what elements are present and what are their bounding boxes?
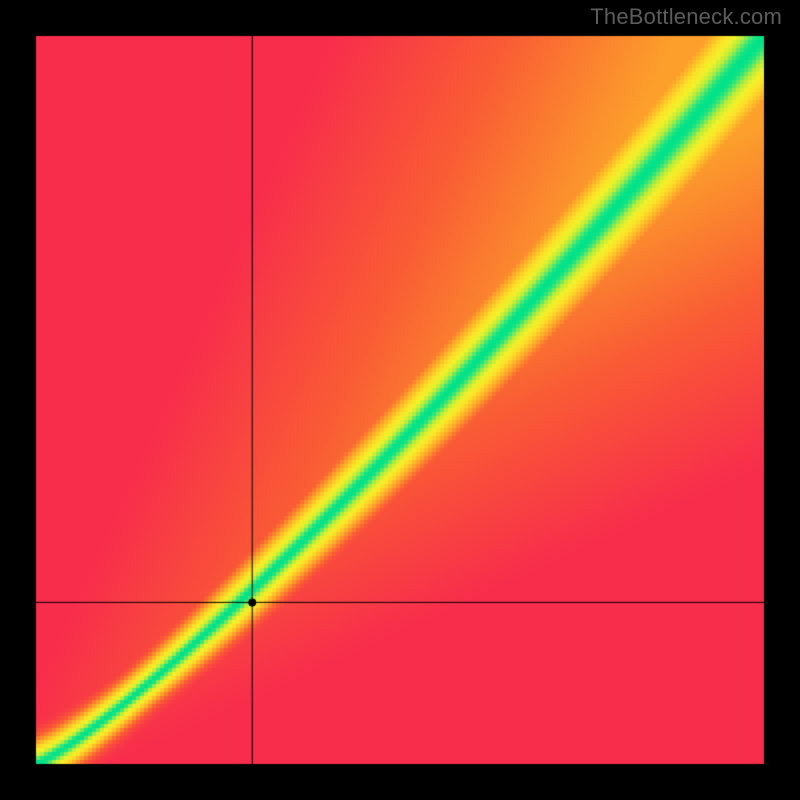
watermark-text: TheBottleneck.com xyxy=(590,4,782,30)
chart-container: TheBottleneck.com xyxy=(0,0,800,800)
bottleneck-heatmap xyxy=(0,0,800,800)
